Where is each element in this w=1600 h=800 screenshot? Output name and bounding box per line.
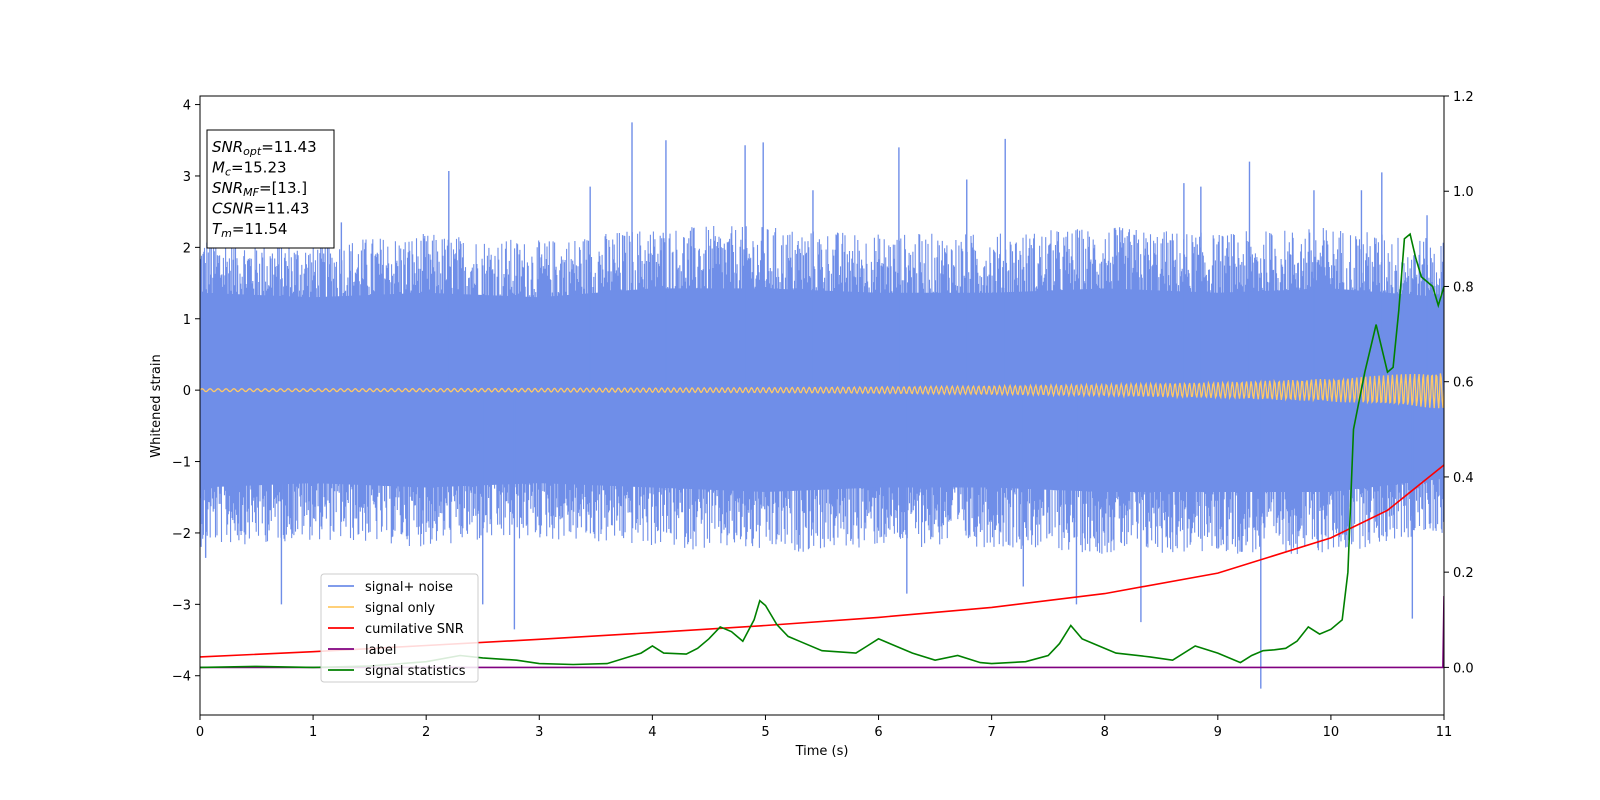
legend-item: cumilative SNR xyxy=(328,622,464,637)
series-signal-statistics xyxy=(200,232,1444,669)
info-box: SNRopt=11.43Mc=15.23SNRMF=[13.]CSNR=11.4… xyxy=(206,129,335,249)
series-signal-only xyxy=(200,373,1444,409)
x-tick-label: 7 xyxy=(987,725,995,740)
legend-item: signal+ noise xyxy=(328,580,453,595)
info-box-line: Mc=15.23 xyxy=(212,159,287,179)
y-tick-label: −1 xyxy=(172,456,191,471)
info-box-line: Tm=11.54 xyxy=(212,220,287,240)
y2-tick-label: 0.2 xyxy=(1453,566,1474,581)
x-tick-label: 0 xyxy=(196,725,204,740)
x-axis: 0 1 2 3 4 5 6 7 8 9 10 11 xyxy=(196,715,1452,740)
x-tick-label: 5 xyxy=(761,725,769,740)
legend-item: signal statistics xyxy=(328,664,466,679)
y2-axis-right: 1.2 1.0 0.8 0.6 0.4 0.2 0.0 xyxy=(1444,90,1474,676)
x-tick-label: 9 xyxy=(1214,725,1222,740)
legend: signal+ noise signal only cumilative SNR la… xyxy=(320,573,479,683)
series-line xyxy=(200,232,1444,669)
x-tick-label: 11 xyxy=(1436,725,1453,740)
y-axis: 4 3 2 1 0 −1 −2 −3 −4 xyxy=(172,99,200,685)
x-tick-label: 6 xyxy=(874,725,882,740)
y2-tick-label: 1.0 xyxy=(1453,185,1474,200)
y2-tick-label: 0.0 xyxy=(1453,661,1474,676)
x-tick-label: 4 xyxy=(648,725,656,740)
y-tick-label: 0 xyxy=(183,384,191,399)
legend-label: signal+ noise xyxy=(365,580,453,595)
legend-item: label xyxy=(328,643,396,658)
x-tick-label: 10 xyxy=(1323,725,1340,740)
x-tick-label: 3 xyxy=(535,725,543,740)
y-tick-label: −3 xyxy=(172,598,191,613)
info-box-line: SNRopt=11.43 xyxy=(212,138,317,158)
chirp-trace xyxy=(200,373,1444,409)
series-layer xyxy=(200,122,1444,689)
x-axis-label: Time (s) xyxy=(795,744,849,759)
info-box-line: SNRMF=[13.] xyxy=(212,179,307,199)
legend-label: signal statistics xyxy=(365,664,466,679)
legend-frame xyxy=(320,573,479,683)
y-tick-label: −2 xyxy=(172,527,191,542)
info-box-line: CSNR=11.43 xyxy=(212,200,309,218)
y-tick-label: 3 xyxy=(183,170,191,185)
y2-tick-label: 0.4 xyxy=(1453,471,1474,486)
x-tick-label: 1 xyxy=(309,725,317,740)
plot-frame xyxy=(199,95,1445,716)
y-tick-label: 2 xyxy=(183,241,191,256)
legend-label: label xyxy=(365,643,396,658)
y2-tick-label: 1.2 xyxy=(1453,90,1474,105)
y-axis-label: Whitened strain xyxy=(149,354,164,457)
y-tick-label: −4 xyxy=(172,670,191,685)
y2-tick-label: 0.6 xyxy=(1453,376,1474,391)
info-box-frame xyxy=(206,129,335,249)
legend-label: cumilative SNR xyxy=(365,622,464,637)
legend-label: signal only xyxy=(365,601,435,616)
y2-tick-label: 0.8 xyxy=(1453,280,1474,295)
x-tick-label: 8 xyxy=(1101,725,1109,740)
y-tick-label: 4 xyxy=(183,99,191,114)
y-tick-label: 1 xyxy=(183,313,191,328)
x-tick-label: 2 xyxy=(422,725,430,740)
legend-item: signal only xyxy=(328,601,435,616)
